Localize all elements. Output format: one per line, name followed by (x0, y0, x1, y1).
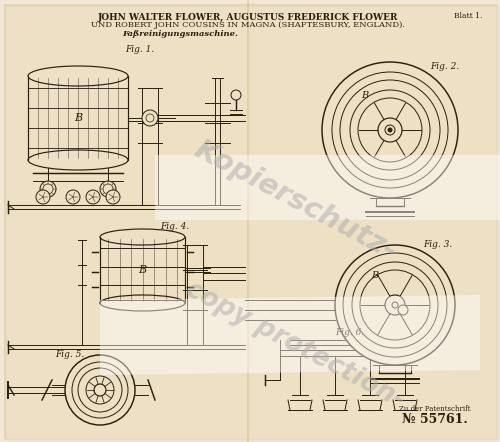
Text: Fig. 2.: Fig. 2. (430, 62, 459, 71)
Text: B: B (138, 265, 146, 275)
Circle shape (358, 98, 422, 162)
Circle shape (86, 376, 114, 404)
Text: B: B (372, 271, 378, 279)
Text: Fig. 1.: Fig. 1. (126, 45, 154, 54)
Circle shape (66, 190, 80, 204)
Text: JOHN WALTER FLOWER, AUGUSTUS FREDERICK FLOWER: JOHN WALTER FLOWER, AUGUSTUS FREDERICK F… (98, 13, 398, 22)
Circle shape (332, 72, 448, 188)
Circle shape (385, 125, 395, 135)
Text: Blatt 1.: Blatt 1. (454, 12, 482, 20)
Circle shape (103, 184, 113, 194)
Circle shape (350, 90, 430, 170)
Text: Fig. 4.: Fig. 4. (160, 222, 190, 231)
Circle shape (43, 184, 53, 194)
Circle shape (398, 305, 408, 315)
Text: Faßreinigungsmaschine.: Faßreinigungsmaschine. (122, 30, 238, 38)
Circle shape (40, 181, 56, 197)
Text: Fig. 6.: Fig. 6. (336, 328, 364, 337)
Circle shape (385, 295, 405, 315)
Circle shape (100, 181, 116, 197)
Circle shape (360, 270, 430, 340)
Ellipse shape (28, 150, 128, 170)
Text: Fig. 5.: Fig. 5. (56, 350, 84, 359)
Circle shape (94, 384, 106, 396)
Circle shape (392, 302, 398, 308)
Text: № 55761.: № 55761. (402, 413, 468, 426)
Text: UND ROBERT JOHN COUSINS IN MAGNA (SHAFTESBURY, ENGLAND).: UND ROBERT JOHN COUSINS IN MAGNA (SHAFTE… (91, 21, 405, 29)
Circle shape (65, 355, 135, 425)
Ellipse shape (28, 66, 128, 86)
Circle shape (78, 368, 122, 412)
Bar (379, 297, 411, 313)
Circle shape (142, 110, 158, 126)
Circle shape (352, 262, 438, 348)
Circle shape (36, 190, 50, 204)
Text: copy protection-: copy protection- (181, 276, 409, 414)
Text: Zu der Patentschrift: Zu der Patentschrift (399, 405, 471, 413)
Circle shape (146, 114, 154, 122)
Polygon shape (100, 295, 480, 375)
Ellipse shape (100, 229, 185, 245)
Circle shape (378, 118, 402, 142)
Ellipse shape (100, 295, 185, 311)
Circle shape (343, 253, 447, 357)
Bar (378, 120, 402, 140)
Circle shape (72, 362, 128, 418)
Circle shape (388, 128, 392, 132)
Text: Kopierschutz-: Kopierschutz- (189, 135, 401, 265)
Circle shape (86, 190, 100, 204)
Circle shape (106, 190, 120, 204)
Circle shape (335, 245, 455, 365)
Circle shape (340, 80, 440, 180)
Text: Fig. 3.: Fig. 3. (423, 240, 452, 249)
Circle shape (231, 90, 241, 100)
Text: B: B (74, 113, 82, 123)
Circle shape (322, 62, 458, 198)
Text: B: B (362, 91, 368, 99)
Polygon shape (155, 155, 500, 220)
